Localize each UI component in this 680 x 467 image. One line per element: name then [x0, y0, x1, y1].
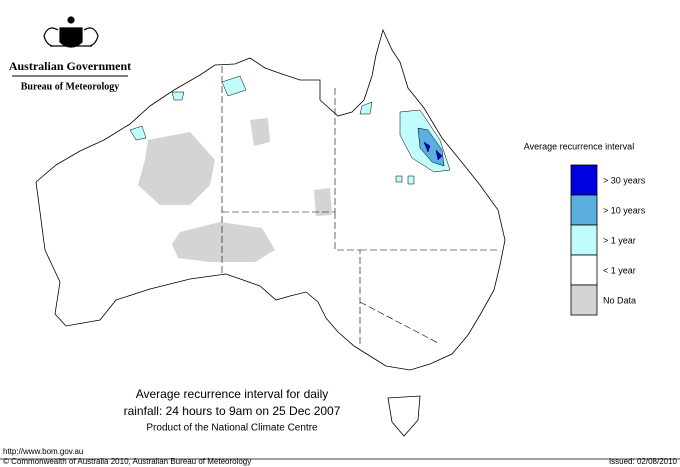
legend-label: > 10 years [603, 205, 646, 215]
footer-issued: Issued: 02/08/2010 [609, 457, 678, 466]
legend-swatch [570, 254, 598, 286]
caption-line: Product of the National Climate Centre [146, 423, 318, 434]
state-borders [221, 66, 500, 345]
legend-label: > 1 year [603, 235, 636, 245]
crest [43, 16, 99, 48]
footer-url: http://www.bom.gov.au [3, 447, 83, 456]
header-title: Australian Government [9, 59, 131, 73]
legend-label: No Data [603, 295, 636, 305]
legend-label: > 30 years [603, 175, 646, 185]
legend-swatch [570, 224, 598, 256]
map [35, 28, 506, 437]
caption-line: Average recurrence interval for daily [136, 387, 329, 401]
footer-copyright: © Commonwealth of Australia 2010, Austra… [3, 457, 251, 466]
legend-label: < 1 year [603, 265, 636, 275]
legend-swatch [570, 284, 598, 316]
australia-outline [35, 28, 506, 371]
no-data-areas [138, 118, 332, 262]
legend-swatch [570, 164, 598, 196]
legend: > 30 years > 10 years > 1 year < 1 year No D… [570, 164, 646, 316]
legend-title: Average recurrence interval [524, 141, 634, 151]
legend-swatch [570, 194, 598, 226]
tasmania [387, 395, 421, 437]
header-subtitle: Bureau of Meteorology [21, 81, 120, 92]
caption-line: rainfall: 24 hours to 9am on 25 Dec 2007 [124, 404, 341, 418]
rain-areas [129, 75, 451, 185]
